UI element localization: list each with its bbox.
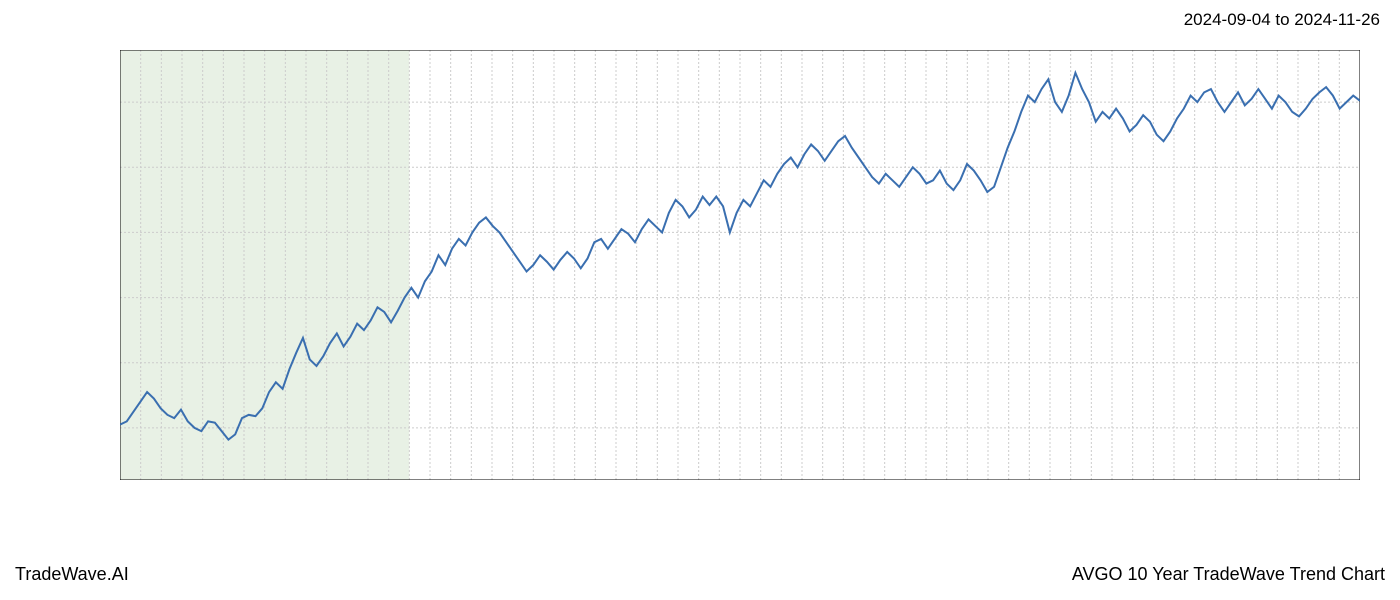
chart-svg: 20%30%40%50%60%70%09-0409-1009-1609-2209… — [120, 50, 1360, 480]
chart-caption: AVGO 10 Year TradeWave Trend Chart — [1072, 564, 1385, 585]
date-range-label: 2024-09-04 to 2024-11-26 — [1184, 10, 1380, 30]
chart-plot-area: 20%30%40%50%60%70%09-0409-1009-1609-2209… — [120, 50, 1360, 480]
brand-label: TradeWave.AI — [15, 564, 129, 585]
chart-container: 2024-09-04 to 2024-11-26 20%30%40%50%60%… — [0, 0, 1400, 600]
